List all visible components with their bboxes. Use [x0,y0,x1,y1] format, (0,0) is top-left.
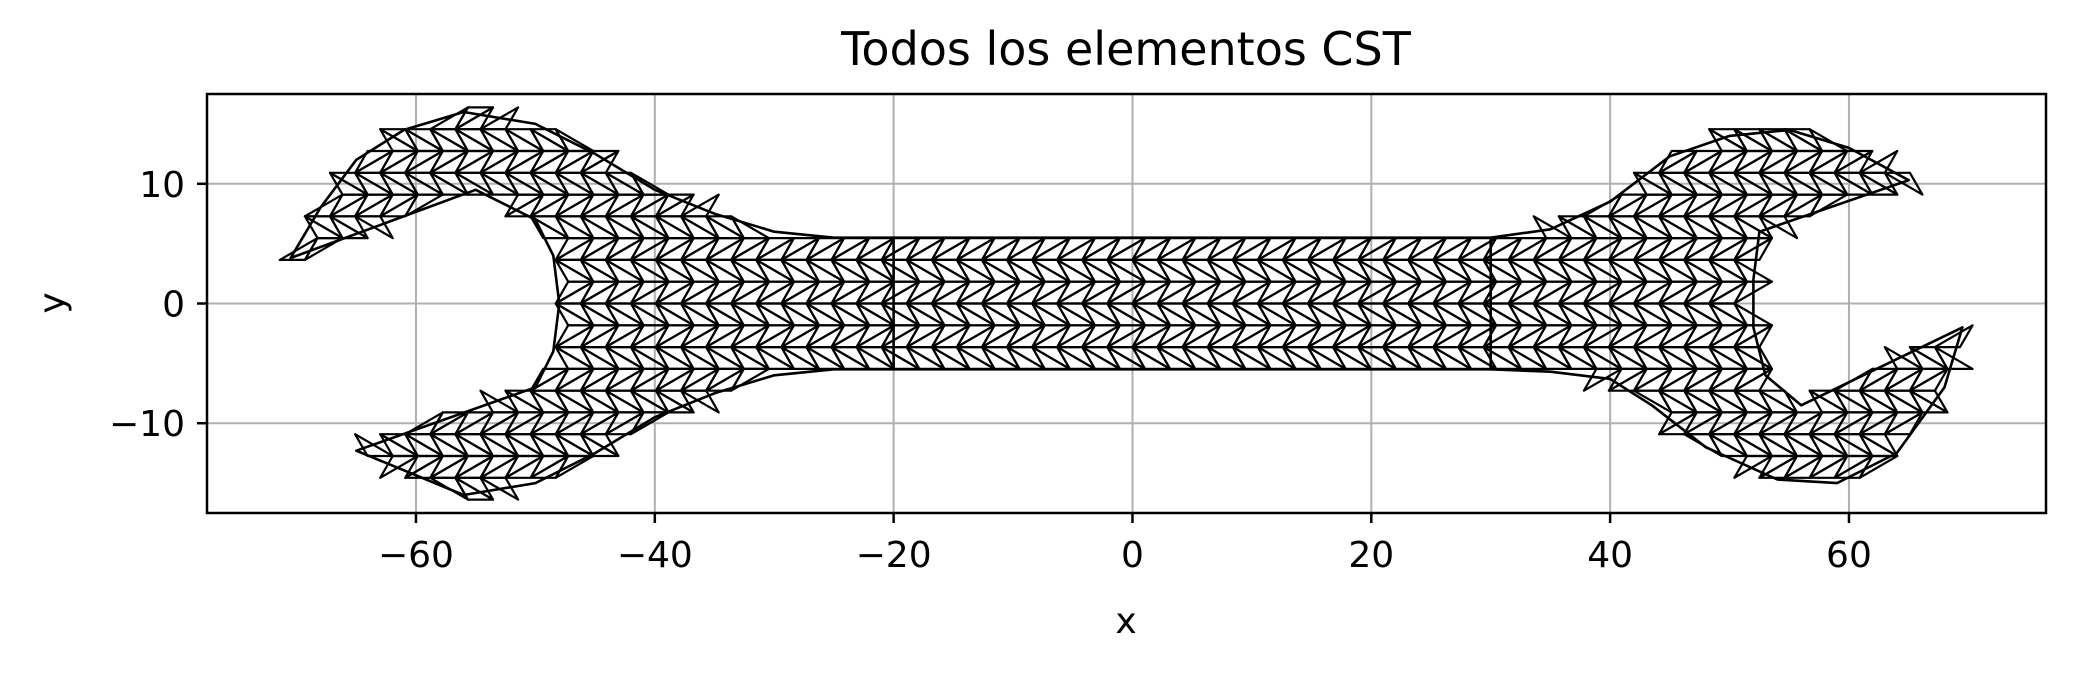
x-tick-label: 60 [1826,535,1872,576]
mesh-element [1858,367,1899,392]
mesh-element [1683,149,1723,174]
mesh-element [1607,193,1648,218]
mesh-element [554,128,595,153]
mesh-element [1733,258,1774,283]
mesh-element [654,193,695,218]
mesh-element [1758,389,1799,414]
left-head-boundary [289,110,895,497]
mesh-element [730,215,771,240]
mesh-element [1883,346,1924,370]
mesh-element [679,193,720,218]
mesh-element [629,171,670,196]
mesh-element [1507,237,1548,261]
axis-ticks: −60 −40 −20 0 20 40 60 −10 0 10 [109,165,1872,576]
chart-title: Todos los elementos CST [840,22,1412,76]
y-tick-label: −10 [109,404,185,445]
x-tick-label: −40 [617,535,693,576]
right-head-boundary [1489,128,1964,485]
mesh-element [1808,128,1849,153]
x-tick-label: 0 [1121,535,1144,576]
x-tick-label: −60 [378,535,454,576]
y-tick-label: 10 [139,165,185,206]
x-tick-label: 20 [1348,535,1394,576]
x-tick-label: −20 [856,535,932,576]
y-tick-label: 0 [162,285,185,326]
x-axis-label: x [1115,601,1136,642]
mesh-element [1858,149,1899,174]
mesh-element [529,367,570,392]
mesh-element [454,106,495,131]
mesh-element [479,389,520,414]
mesh-element [354,149,394,174]
cst-triangle-mesh [278,106,1974,501]
x-tick-label: 40 [1587,535,1633,576]
mesh-element [1783,411,1824,436]
y-axis-label: y [32,292,73,313]
mesh-element [755,237,796,261]
mesh-element [1833,149,1874,174]
mesh-element [579,149,620,174]
mesh-element [780,237,821,261]
mesh-element [454,411,495,436]
mesh-element [1933,324,1974,349]
